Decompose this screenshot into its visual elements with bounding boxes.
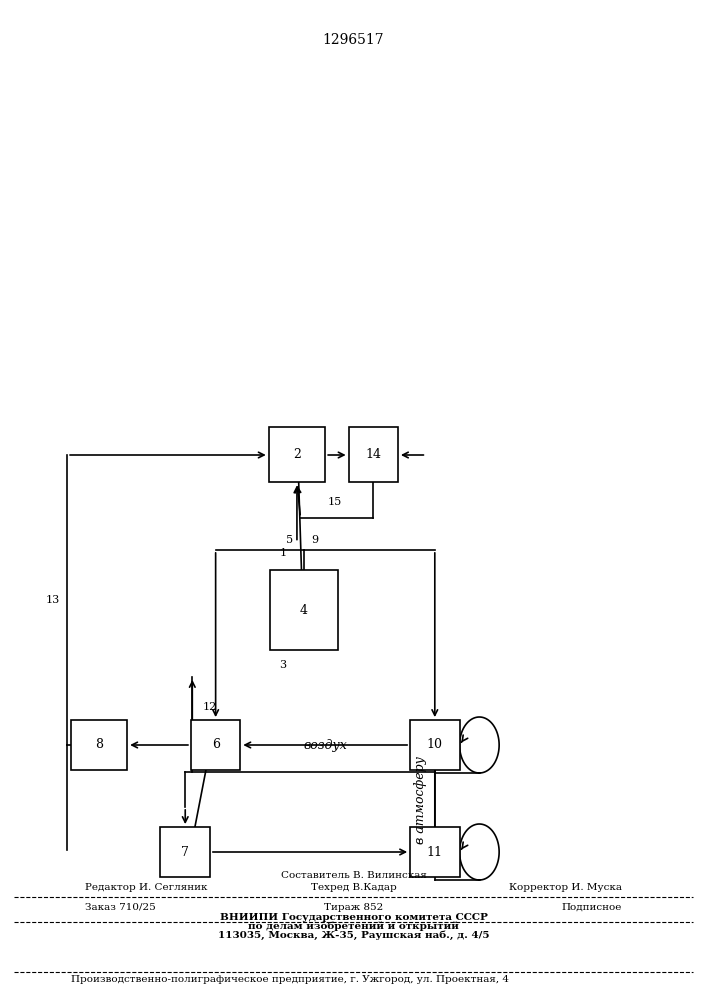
Text: Корректор И. Муска: Корректор И. Муска (509, 884, 622, 892)
FancyBboxPatch shape (410, 720, 460, 770)
Text: воздух: воздух (303, 738, 347, 752)
Text: Редактор И. Сегляник: Редактор И. Сегляник (85, 884, 207, 892)
Text: Составитель В. Вилинская: Составитель В. Вилинская (281, 870, 426, 880)
Text: 1: 1 (279, 547, 286, 557)
Text: Тираж 852: Тираж 852 (324, 902, 383, 912)
Text: 7: 7 (181, 846, 189, 858)
Text: 11: 11 (427, 846, 443, 858)
Text: 14: 14 (366, 448, 381, 462)
Text: 4: 4 (300, 603, 308, 616)
Text: по делам изобретений и открытий: по делам изобретений и открытий (248, 921, 459, 931)
FancyBboxPatch shape (160, 827, 210, 877)
Text: 9: 9 (311, 535, 318, 545)
FancyBboxPatch shape (191, 720, 240, 770)
Text: 15: 15 (328, 497, 342, 507)
Text: Заказ 710/25: Заказ 710/25 (85, 902, 156, 912)
Text: 113035, Москва, Ж-35, Раушская наб., д. 4/5: 113035, Москва, Ж-35, Раушская наб., д. … (218, 930, 489, 940)
Text: Подписное: Подписное (562, 902, 622, 912)
FancyBboxPatch shape (270, 570, 338, 650)
FancyBboxPatch shape (349, 427, 398, 482)
FancyBboxPatch shape (410, 827, 460, 877)
Text: 3: 3 (279, 660, 286, 670)
Text: Производственно-полиграфическое предприятие, г. Ужгород, ул. Проектная, 4: Производственно-полиграфическое предприя… (71, 976, 509, 984)
Text: Техред В.Кадар: Техред В.Кадар (310, 884, 397, 892)
FancyBboxPatch shape (71, 720, 127, 770)
Text: 6: 6 (211, 738, 220, 752)
Text: 8: 8 (95, 738, 103, 752)
Text: 1296517: 1296517 (322, 33, 385, 47)
Text: 12: 12 (203, 702, 217, 712)
Text: в атмосферу: в атмосферу (414, 756, 427, 844)
Text: ВНИИПИ Государственного комитета СССР: ВНИИПИ Государственного комитета СССР (220, 912, 487, 922)
Text: 2: 2 (293, 448, 301, 462)
FancyBboxPatch shape (269, 427, 325, 482)
Text: 13: 13 (46, 595, 60, 605)
Text: 10: 10 (427, 738, 443, 752)
Text: 5: 5 (286, 535, 293, 545)
